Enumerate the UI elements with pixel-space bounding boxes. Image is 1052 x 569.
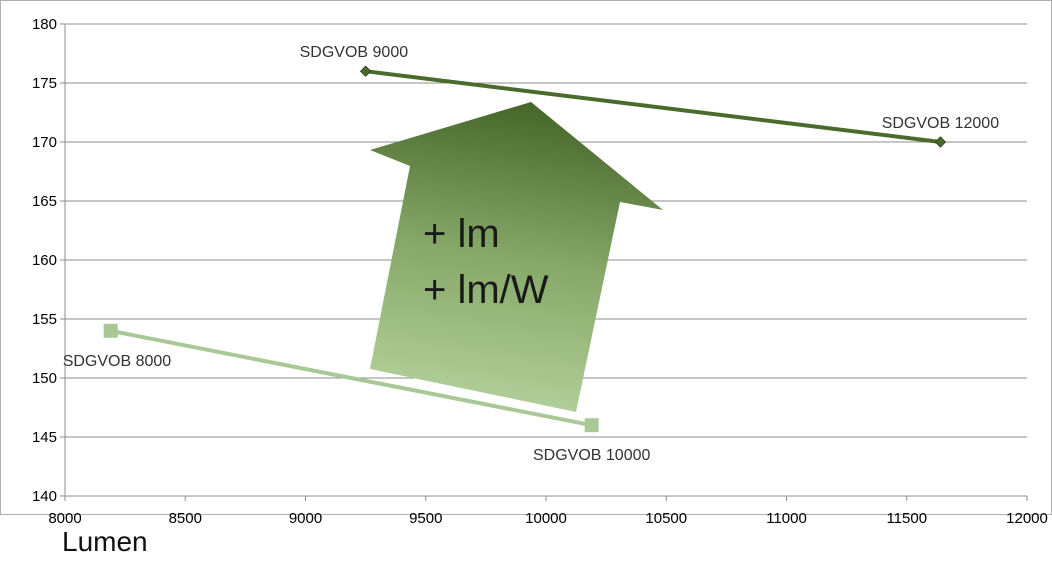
y-tick-label: 180 [32,16,57,33]
x-tick-label: 9000 [289,510,322,527]
x-tick-label: 8000 [48,510,81,527]
y-tick-label: 150 [32,370,57,387]
arrow-line-2: + lm/W [423,268,549,312]
data-label: SDGVOB 10000 [533,447,651,464]
series-layer: SDGVOB 9000 SDGVOB 12000 SDGVOB 8000 SDGVOB… [63,44,1000,464]
data-label: SDGVOB 9000 [300,44,409,61]
data-point [934,136,947,148]
y-tick-label: 140 [32,488,57,505]
data-point [359,65,372,77]
series-line [110,328,593,428]
data-point [103,323,118,338]
x-tick-label: 12000 [1006,510,1048,527]
tick-labels: 140 145 150 155 160 165 170 175 180 8000 8500 9000 9… [32,16,1048,527]
x-tick-label: 11000 [766,510,807,527]
data-label: SDGVOB 8000 [63,353,172,370]
series-line [365,69,941,144]
y-tick-label: 155 [32,311,57,328]
arrow-shape [370,102,663,412]
axes [60,23,1028,501]
data-point [584,418,599,433]
y-tick-label: 170 [32,134,57,151]
improvement-arrow: + lm + lm/W [370,102,663,412]
y-tick-label: 145 [32,429,57,446]
x-tick-label: 11500 [886,510,927,527]
data-label: SDGVOB 12000 [882,115,1000,132]
y-tick-label: 160 [32,252,57,269]
x-tick-label: 9500 [409,510,442,527]
x-tick-label: 8500 [169,510,202,527]
arrow-line-1: + lm [423,212,500,256]
y-tick-label: 175 [32,75,57,92]
y-tick-label: 165 [32,193,57,210]
x-tick-label: 10500 [645,510,687,527]
x-tick-label: 10000 [525,510,567,527]
x-axis-title: Lumen [62,526,148,557]
